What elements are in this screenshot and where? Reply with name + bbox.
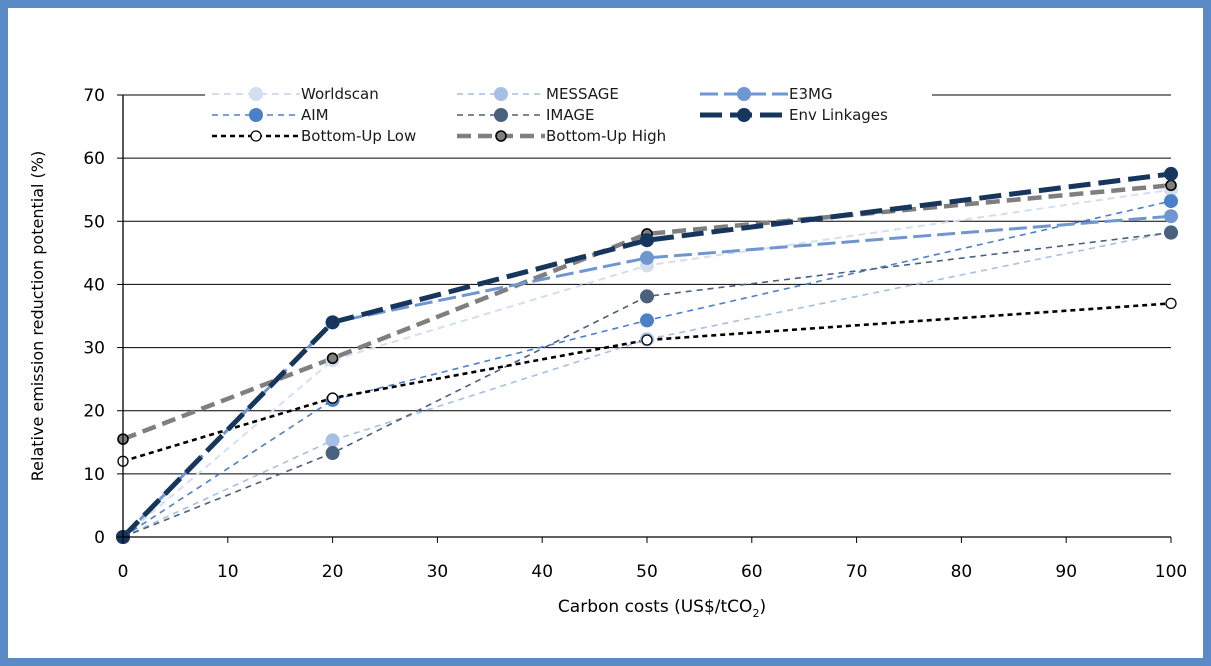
legend-label-image: IMAGE xyxy=(546,106,594,124)
marker-env-linkages-20 xyxy=(325,315,340,330)
legend: Worldscan MESSAGE E3MG AIM IMAGE Env Linkages… xyxy=(212,85,888,145)
x-tick-label-90: 90 xyxy=(1055,562,1077,582)
x-tick-label-20: 20 xyxy=(322,562,344,582)
legend-marker-bottom-up-low xyxy=(250,130,262,142)
legend-label-e3mg: E3MG xyxy=(789,85,833,103)
x-tick-label-10: 10 xyxy=(217,562,239,582)
marker-e3mg-50 xyxy=(640,250,654,265)
axes xyxy=(117,94,1172,543)
legend-marker-aim xyxy=(249,108,263,122)
x-tick-label-100: 100 xyxy=(1155,562,1187,582)
series-line-image xyxy=(122,231,1172,538)
x-tick-label-50: 50 xyxy=(636,562,658,582)
series-lines xyxy=(121,171,1172,539)
series-line-worldscan xyxy=(122,188,1172,538)
x-axis-title: Carbon costs (US$/tCO2) xyxy=(558,597,766,620)
x-tick-label-0: 0 xyxy=(118,562,129,582)
marker-bottom-up-low-50 xyxy=(641,334,653,346)
y-tick-label-30: 30 xyxy=(83,339,105,359)
legend-marker-bottom-up-high xyxy=(495,130,507,142)
legend-label-env-linkages: Env Linkages xyxy=(789,106,888,124)
y-tick-label-0: 0 xyxy=(94,528,105,548)
y-tick-label-70: 70 xyxy=(83,86,105,106)
marker-bottom-up-high-20 xyxy=(326,352,339,365)
y-tick-label-60: 60 xyxy=(83,149,105,169)
series-line-aim xyxy=(122,200,1172,538)
marker-env-linkages-50 xyxy=(640,233,654,248)
marker-e3mg-100 xyxy=(1164,209,1178,224)
x-tick-label-30: 30 xyxy=(427,562,449,582)
marker-image-100 xyxy=(1164,225,1178,240)
legend-label-aim: AIM xyxy=(301,106,329,124)
legend-marker-worldscan xyxy=(249,87,263,101)
gridlines xyxy=(123,94,1171,475)
marker-aim-100 xyxy=(1164,194,1178,209)
legend-marker-message xyxy=(494,87,508,101)
y-tick-label-20: 20 xyxy=(83,402,105,422)
series-line-env-linkages xyxy=(121,171,1172,539)
marker-image-20 xyxy=(325,446,340,461)
legend-label-bottom-up-high: Bottom-Up High xyxy=(546,127,666,145)
y-tick-label-10: 10 xyxy=(83,465,105,485)
tick-labels: 0 10 20 30 40 50 60 70 80 90 100 0 10 20 30 40 50 60 70 xyxy=(83,86,1187,582)
series-line-message xyxy=(122,231,1172,538)
legend-label-message: MESSAGE xyxy=(546,85,619,103)
marker-bottom-up-low-100 xyxy=(1165,297,1177,310)
legend-marker-image xyxy=(494,108,508,122)
x-tick-label-60: 60 xyxy=(741,562,763,582)
marker-message-20 xyxy=(325,433,340,448)
legend-marker-e3mg xyxy=(737,87,751,101)
marker-image-50 xyxy=(640,289,654,304)
x-tick-label-80: 80 xyxy=(951,562,973,582)
x-tick-label-40: 40 xyxy=(531,562,553,582)
marker-bottom-up-low-20 xyxy=(326,392,339,404)
markers xyxy=(116,166,1178,544)
marker-env-linkages-100 xyxy=(1164,166,1178,181)
y-axis-title: Relative emission reduction potential (%… xyxy=(28,151,47,481)
y-tick-label-40: 40 xyxy=(83,275,105,295)
x-tick-label-70: 70 xyxy=(846,562,868,582)
y-tick-label-50: 50 xyxy=(83,212,105,232)
legend-marker-env-linkages xyxy=(737,108,751,122)
marker-aim-50 xyxy=(640,313,654,328)
legend-background xyxy=(205,80,932,148)
legend-box xyxy=(205,80,932,148)
marker-bottom-up-high-100 xyxy=(1165,179,1177,192)
legend-label-bottom-up-low: Bottom-Up Low xyxy=(301,127,416,145)
series-line-bottom-up-high xyxy=(122,183,1172,442)
legend-label-worldscan: Worldscan xyxy=(301,85,379,103)
